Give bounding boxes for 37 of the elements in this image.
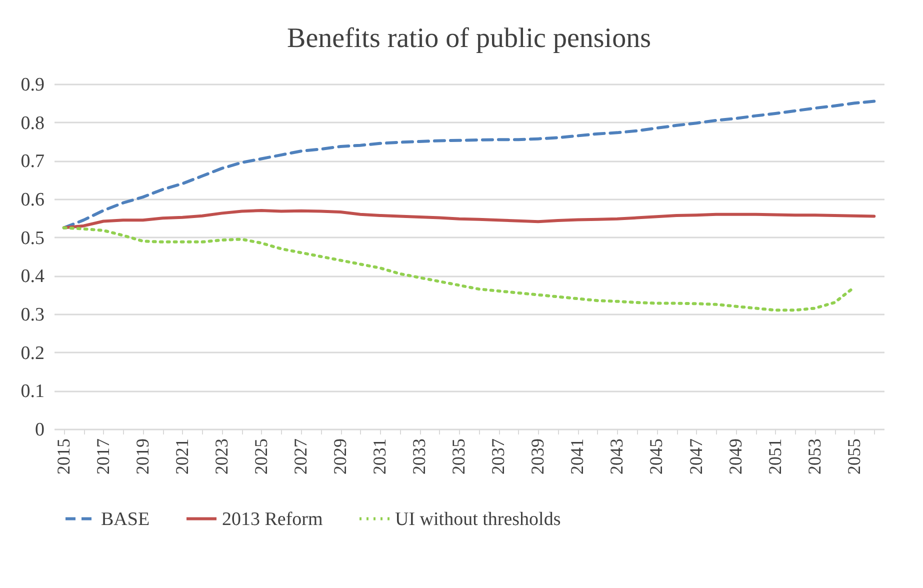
line-series xyxy=(62,100,876,230)
x-tick-label: 2041 xyxy=(567,438,588,474)
x-tick-label: 2043 xyxy=(606,438,627,474)
x-tick-label: 2053 xyxy=(804,438,824,474)
y-tick-label: 0.9 xyxy=(20,74,44,96)
x-tick-label: 2035 xyxy=(448,438,469,474)
y-tick-label: 0 xyxy=(35,420,44,440)
x-tick-label: 2025 xyxy=(251,438,271,474)
y-tick-label: 0.7 xyxy=(20,151,44,172)
legend-label: BASE xyxy=(101,508,150,530)
y-tick-label: 0.3 xyxy=(20,304,44,326)
x-tick-label: 2023 xyxy=(211,438,232,474)
x-tick-label: 2045 xyxy=(646,438,666,474)
y-tick-label: 0.2 xyxy=(20,342,44,364)
x-tick-label: 2047 xyxy=(686,438,706,474)
y-tick-label: 0.4 xyxy=(20,266,45,288)
x-tick-label: 2033 xyxy=(409,438,430,474)
x-tick-label: 2039 xyxy=(528,438,548,474)
x-tick-label: 2049 xyxy=(725,438,746,474)
x-tick-label: 2017 xyxy=(92,438,113,474)
x-tick-label: 2021 xyxy=(172,438,192,474)
x-tick-label: 2019 xyxy=(132,438,152,474)
x-tick-label: 2029 xyxy=(330,438,350,474)
x-tick-label: 2031 xyxy=(370,438,390,474)
x-tick-label: 2037 xyxy=(488,438,508,474)
y-tick-label: 0.8 xyxy=(20,112,44,134)
x-tick-label: 2027 xyxy=(290,438,311,474)
legend-label: 2013 Reform xyxy=(222,508,324,530)
y-tick-label: 0.6 xyxy=(20,190,44,210)
y-tick-label: 0.5 xyxy=(20,228,44,249)
y-tick-label: 0.1 xyxy=(20,381,44,402)
legend-label: UI without thresholds xyxy=(395,508,561,530)
x-tick-label: 2051 xyxy=(764,438,785,474)
x-tick-label: 2055 xyxy=(844,438,864,474)
chart-title: Benefits ratio of public pensions xyxy=(287,23,651,54)
line-series xyxy=(62,209,876,230)
x-tick-label: 2015 xyxy=(53,438,74,474)
